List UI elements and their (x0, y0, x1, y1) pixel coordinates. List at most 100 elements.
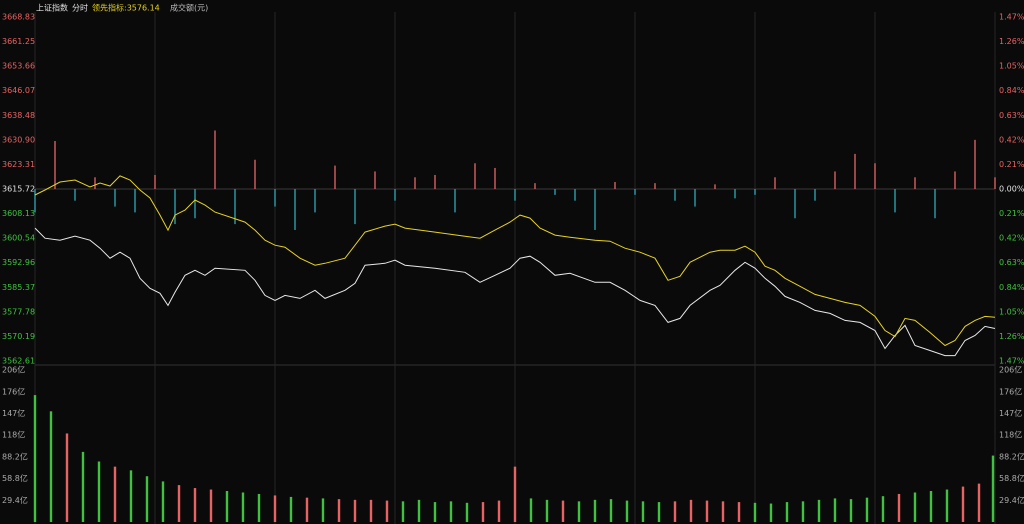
y-tick-label: 3661.25 (2, 37, 35, 46)
volume-bar (897, 493, 901, 522)
volume-tick-label: 147亿 (999, 408, 1022, 418)
volume-bar (193, 488, 197, 522)
volume-bar (817, 499, 821, 522)
volume-bar (353, 499, 357, 522)
y2-tick-label: 0.63% (999, 111, 1024, 120)
breadth-bar (674, 189, 676, 201)
breadth-bar (794, 189, 796, 219)
volume-bar (273, 495, 277, 522)
volume-bar (721, 501, 725, 522)
y-tick-label: 3585.37 (2, 283, 35, 292)
volume-bar (65, 433, 69, 522)
volume-bar (609, 499, 613, 522)
breadth-bar (654, 183, 656, 189)
y-tick-label: 3653.66 (2, 62, 35, 71)
y2-tick-label: 0.00% (999, 185, 1024, 194)
y-tick-label: 3630.90 (2, 135, 35, 144)
breadth-bar (434, 174, 436, 189)
volume-bar (737, 502, 741, 522)
volume-bar (689, 499, 693, 522)
volume-tick-label: 118亿 (2, 429, 25, 439)
volume-bar (241, 492, 245, 522)
volume-bar (49, 411, 53, 522)
breadth-bar (134, 189, 136, 213)
volume-tick-label: 118亿 (999, 429, 1022, 439)
volume-bar (529, 498, 533, 522)
y-tick-label: 3562.61 (2, 357, 35, 366)
breadth-bar (414, 177, 416, 189)
volume-bar (945, 489, 949, 522)
breadth-bar (854, 153, 856, 189)
volume-bar (657, 502, 661, 522)
y2-tick-label: 0.21% (999, 160, 1024, 169)
breadth-bar (474, 163, 476, 189)
breadth-bar (534, 183, 536, 189)
breadth-bar (814, 189, 816, 201)
volume-bar (673, 501, 677, 522)
volume-bar (753, 502, 757, 522)
volume-bar (545, 499, 549, 522)
chart-title: 上证指数 (36, 3, 68, 13)
volume-bar (881, 496, 885, 522)
volume-tick-label: 29.4亿 (2, 495, 28, 505)
breadth-bar (514, 189, 516, 201)
volume-bar (177, 485, 181, 522)
breadth-bar (934, 189, 936, 219)
y-tick-label: 3638.48 (2, 111, 35, 120)
price-line (34, 227, 996, 357)
y2-tick-label: 0.84% (999, 86, 1024, 95)
volume-bar (401, 501, 405, 522)
volume-bar (865, 497, 869, 522)
breadth-bar (154, 174, 156, 189)
y-tick-label: 3600.54 (2, 234, 35, 243)
y-tick-label: 3668.83 (2, 13, 35, 22)
volume-bar (641, 501, 645, 522)
breadth-bar (74, 189, 76, 201)
volume-tick-label: 147亿 (2, 408, 25, 418)
y2-tick-label: 0.42% (999, 135, 1024, 144)
volume-tick-label: 88.2亿 (999, 451, 1024, 461)
volume-bar (433, 502, 437, 522)
breadth-bar (774, 177, 776, 189)
volume-tick-label: 88.2亿 (2, 451, 28, 461)
y2-tick-label: 0.42% (999, 234, 1024, 243)
volume-bar (385, 500, 389, 522)
volume-bar (977, 483, 981, 522)
breadth-bar (194, 189, 196, 219)
breadth-bar (354, 189, 356, 225)
volume-bar (369, 499, 373, 522)
volume-bar (833, 498, 837, 522)
breadth-bar (454, 189, 456, 213)
breadth-bar (734, 189, 736, 199)
breadth-bar (754, 189, 756, 195)
breadth-bar (874, 163, 876, 189)
y2-tick-label: 1.05% (999, 307, 1024, 316)
breadth-bar (274, 189, 276, 207)
volume-bar (305, 497, 309, 522)
breadth-bar (614, 181, 616, 189)
y2-tick-label: 0.63% (999, 258, 1024, 267)
y-tick-label: 3577.78 (2, 307, 35, 316)
y-tick-label: 3592.96 (2, 258, 35, 267)
breadth-bar (494, 167, 496, 189)
breadth-bar (694, 189, 696, 207)
breadth-bar (834, 171, 836, 189)
breadth-bar (394, 189, 396, 201)
volume-label: 成交额(元) (170, 3, 208, 13)
volume-bar (417, 499, 421, 522)
volume-tick-label: 206亿 (999, 365, 1022, 375)
volume-tick-label: 176亿 (2, 387, 25, 397)
volume-bar (913, 492, 917, 522)
volume-bar (225, 491, 229, 522)
volume-bar (593, 499, 597, 522)
breadth-bar (594, 189, 596, 230)
breadth-bar (334, 165, 336, 189)
volume-bar (705, 500, 709, 522)
volume-tick-label: 176亿 (999, 387, 1022, 397)
breadth-bar (714, 184, 716, 189)
breadth-bar (574, 189, 576, 201)
volume-bar (337, 499, 341, 522)
volume-bar (561, 500, 565, 522)
y-tick-label: 3570.19 (2, 332, 35, 341)
tab-label[interactable]: 分时 (72, 3, 88, 13)
